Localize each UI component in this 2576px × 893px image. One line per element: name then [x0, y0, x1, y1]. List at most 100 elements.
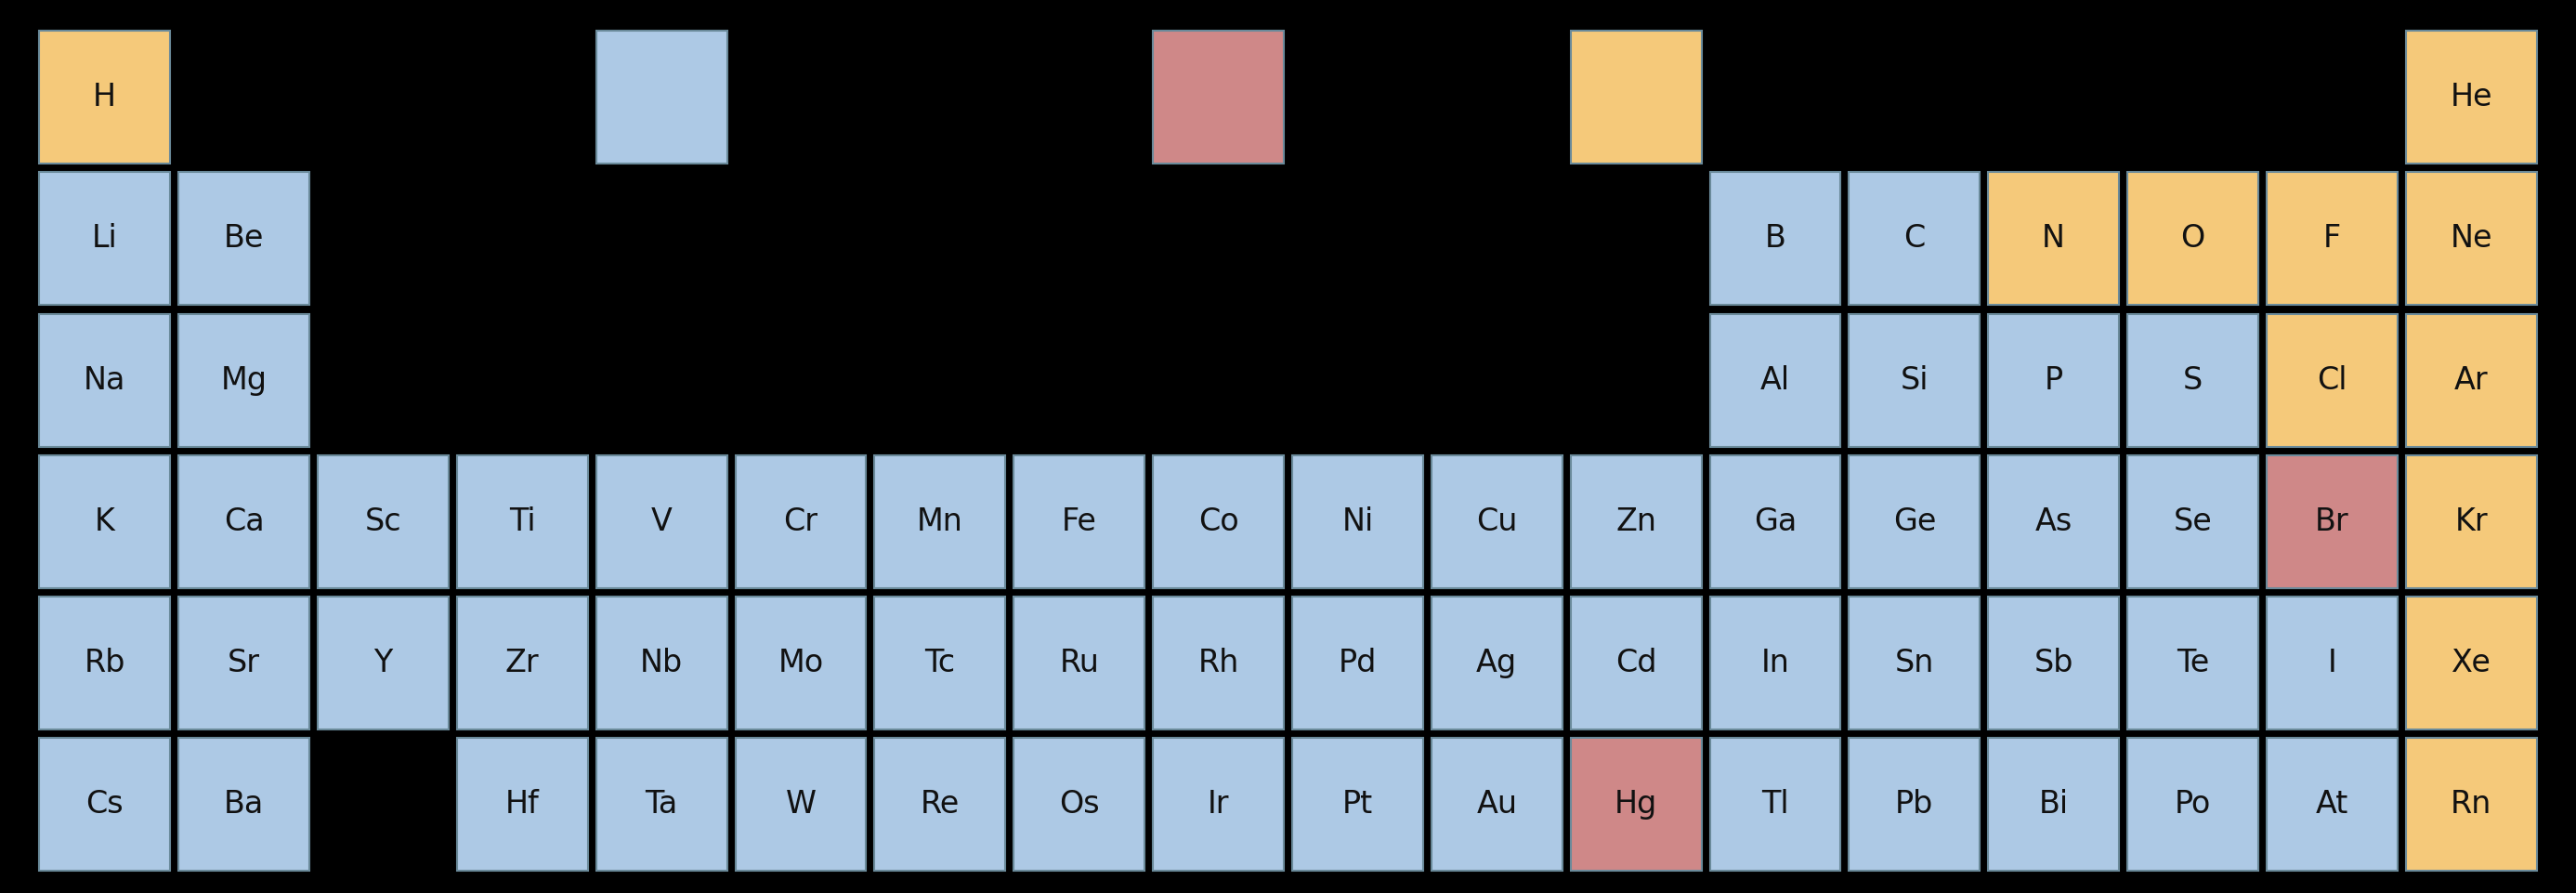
Text: Sb: Sb — [2035, 647, 2074, 679]
Text: C: C — [1904, 223, 1924, 255]
Text: Rb: Rb — [85, 647, 126, 679]
Text: V: V — [652, 506, 672, 537]
FancyBboxPatch shape — [39, 739, 170, 871]
FancyBboxPatch shape — [2128, 455, 2259, 588]
Text: Na: Na — [82, 365, 126, 396]
Text: Bi: Bi — [2038, 789, 2069, 820]
FancyBboxPatch shape — [1989, 172, 2120, 305]
FancyBboxPatch shape — [39, 31, 170, 163]
FancyBboxPatch shape — [2406, 31, 2537, 163]
FancyBboxPatch shape — [1293, 597, 1422, 730]
Text: Re: Re — [920, 789, 961, 820]
Text: Ar: Ar — [2455, 365, 2488, 396]
FancyBboxPatch shape — [1989, 597, 2120, 730]
FancyBboxPatch shape — [1710, 172, 1842, 305]
Text: Si: Si — [1901, 365, 1929, 396]
FancyBboxPatch shape — [1293, 455, 1422, 588]
FancyBboxPatch shape — [1850, 597, 1981, 730]
Text: Mg: Mg — [222, 365, 268, 396]
FancyBboxPatch shape — [876, 597, 1005, 730]
Text: Fe: Fe — [1061, 506, 1097, 537]
FancyBboxPatch shape — [456, 455, 587, 588]
FancyBboxPatch shape — [456, 597, 587, 730]
Text: Hg: Hg — [1615, 789, 1656, 820]
FancyBboxPatch shape — [1154, 739, 1283, 871]
FancyBboxPatch shape — [178, 313, 309, 446]
FancyBboxPatch shape — [178, 172, 309, 305]
Text: Ta: Ta — [644, 789, 677, 820]
FancyBboxPatch shape — [595, 31, 726, 163]
FancyBboxPatch shape — [39, 172, 170, 305]
FancyBboxPatch shape — [1293, 739, 1422, 871]
Text: At: At — [2316, 789, 2349, 820]
FancyBboxPatch shape — [2267, 455, 2398, 588]
Text: Cd: Cd — [1615, 647, 1656, 679]
Text: Pb: Pb — [1896, 789, 1935, 820]
Text: Kr: Kr — [2455, 506, 2488, 537]
Text: Ne: Ne — [2450, 223, 2494, 255]
Text: Po: Po — [2174, 789, 2210, 820]
FancyBboxPatch shape — [1710, 597, 1842, 730]
FancyBboxPatch shape — [2267, 172, 2398, 305]
Text: Zn: Zn — [1615, 506, 1656, 537]
Text: Au: Au — [1476, 789, 1517, 820]
Text: Ba: Ba — [224, 789, 263, 820]
FancyBboxPatch shape — [1015, 739, 1144, 871]
Text: Mn: Mn — [917, 506, 963, 537]
Text: Mo: Mo — [778, 647, 824, 679]
FancyBboxPatch shape — [2267, 739, 2398, 871]
Text: Ni: Ni — [1342, 506, 1373, 537]
Text: Cl: Cl — [2316, 365, 2347, 396]
Text: H: H — [93, 82, 116, 113]
FancyBboxPatch shape — [39, 455, 170, 588]
Text: I: I — [2329, 647, 2336, 679]
Text: W: W — [786, 789, 817, 820]
FancyBboxPatch shape — [1850, 455, 1981, 588]
FancyBboxPatch shape — [1571, 31, 1700, 163]
Text: P: P — [2045, 365, 2063, 396]
FancyBboxPatch shape — [595, 597, 726, 730]
Text: Os: Os — [1059, 789, 1100, 820]
FancyBboxPatch shape — [595, 739, 726, 871]
FancyBboxPatch shape — [734, 455, 866, 588]
FancyBboxPatch shape — [1015, 597, 1144, 730]
Text: Rn: Rn — [2450, 789, 2491, 820]
Text: Ti: Ti — [510, 506, 536, 537]
Text: N: N — [2043, 223, 2066, 255]
FancyBboxPatch shape — [1850, 172, 1981, 305]
Text: Br: Br — [2316, 506, 2349, 537]
FancyBboxPatch shape — [2406, 455, 2537, 588]
FancyBboxPatch shape — [456, 739, 587, 871]
Text: Ir: Ir — [1208, 789, 1229, 820]
FancyBboxPatch shape — [1154, 31, 1283, 163]
FancyBboxPatch shape — [2128, 313, 2259, 446]
FancyBboxPatch shape — [1571, 455, 1700, 588]
FancyBboxPatch shape — [1432, 739, 1561, 871]
Text: Ge: Ge — [1893, 506, 1937, 537]
FancyBboxPatch shape — [178, 597, 309, 730]
FancyBboxPatch shape — [2128, 172, 2259, 305]
FancyBboxPatch shape — [2406, 739, 2537, 871]
FancyBboxPatch shape — [2128, 597, 2259, 730]
FancyBboxPatch shape — [39, 313, 170, 446]
Text: Y: Y — [374, 647, 392, 679]
Text: Sn: Sn — [1896, 647, 1935, 679]
FancyBboxPatch shape — [1850, 739, 1981, 871]
Text: Be: Be — [224, 223, 265, 255]
FancyBboxPatch shape — [1710, 455, 1842, 588]
Text: Cu: Cu — [1476, 506, 1517, 537]
Text: As: As — [2035, 506, 2071, 537]
Text: Tl: Tl — [1762, 789, 1788, 820]
FancyBboxPatch shape — [1710, 739, 1842, 871]
FancyBboxPatch shape — [1571, 739, 1700, 871]
Text: Sc: Sc — [366, 506, 402, 537]
FancyBboxPatch shape — [595, 455, 726, 588]
FancyBboxPatch shape — [734, 739, 866, 871]
FancyBboxPatch shape — [1989, 455, 2120, 588]
FancyBboxPatch shape — [1432, 597, 1561, 730]
FancyBboxPatch shape — [1989, 739, 2120, 871]
FancyBboxPatch shape — [734, 597, 866, 730]
Text: Cr: Cr — [783, 506, 819, 537]
Text: Ag: Ag — [1476, 647, 1517, 679]
Text: Cs: Cs — [85, 789, 124, 820]
